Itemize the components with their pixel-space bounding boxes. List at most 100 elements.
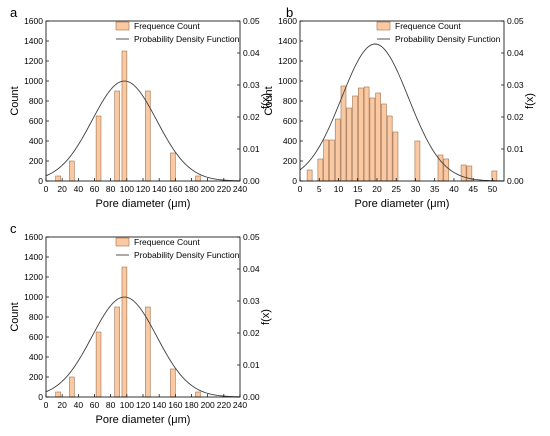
y-tick-label: 200 [283, 156, 297, 166]
bar [352, 95, 358, 182]
y2-tick-label: 0.04 [243, 48, 260, 58]
x-tick-label: 0 [298, 184, 303, 194]
legend-bar-label: Frequence Count [134, 21, 200, 31]
legend-bar-label: Frequence Count [395, 21, 461, 31]
x-tick-label: 120 [136, 184, 150, 194]
legend-bar-swatch [376, 21, 391, 31]
x-tick-label: 160 [168, 400, 182, 410]
bar [195, 175, 201, 182]
x-tick-label: 20 [57, 400, 67, 410]
bar [69, 160, 75, 182]
plot-frame [45, 20, 241, 182]
bar [69, 376, 75, 398]
plot-frame [45, 236, 241, 398]
x-tick-label: 15 [353, 184, 363, 194]
y-tick-label: 1400 [24, 252, 43, 262]
y-tick-label: 0 [38, 392, 43, 402]
pdf-curve [45, 296, 241, 398]
legend-curve-label: Probability Density Function [134, 34, 240, 44]
bar [55, 175, 61, 182]
y-tick-label: 1000 [24, 76, 43, 86]
bar [195, 391, 201, 398]
bar [460, 164, 467, 182]
bar [170, 368, 176, 398]
bar [55, 391, 61, 398]
x-axis-title: Pore diameter (μm) [96, 198, 191, 210]
y-tick-label: 1600 [24, 232, 43, 242]
y2-tick-label: 0.00 [243, 176, 260, 186]
y-tick-label: 400 [29, 352, 43, 362]
bar [95, 115, 102, 182]
y2-tick-label: 0.03 [507, 80, 524, 90]
panel-letter: a [10, 5, 18, 20]
bar [363, 86, 370, 182]
bar [306, 169, 313, 182]
y-tick-label: 600 [29, 332, 43, 342]
y-axis-title: Count [9, 302, 21, 331]
x-tick-label: 35 [430, 184, 440, 194]
bar [358, 87, 364, 182]
y2-tick-label: 0.04 [243, 264, 260, 274]
bar [443, 158, 450, 182]
y-tick-label: 600 [29, 116, 43, 126]
x-tick-label: 140 [152, 184, 166, 194]
x-tick-label: 240 [233, 400, 247, 410]
x-tick-label: 40 [74, 184, 84, 194]
x-tick-label: 140 [152, 400, 166, 410]
y-tick-label: 400 [29, 136, 43, 146]
x-tick-label: 25 [391, 184, 401, 194]
y-tick-label: 1200 [24, 272, 43, 282]
bar [323, 139, 329, 182]
x-tick-label: 100 [120, 400, 134, 410]
x-tick-label: 20 [372, 184, 382, 194]
bar [329, 139, 335, 182]
y2-tick-label: 0.05 [507, 16, 524, 26]
y-tick-label: 1000 [24, 292, 43, 302]
x-axis-title: Pore diameter (μm) [355, 198, 450, 210]
bar [346, 107, 353, 182]
y2-tick-label: 0.00 [243, 392, 260, 402]
legend-bar-label: Frequence Count [134, 237, 200, 247]
y-tick-label: 1200 [24, 56, 43, 66]
x-tick-label: 200 [201, 184, 215, 194]
x-tick-label: 160 [168, 184, 182, 194]
bar [170, 152, 176, 182]
y-tick-label: 1000 [278, 76, 297, 86]
legend-curve-label: Probability Density Function [395, 34, 501, 44]
x-tick-label: 220 [217, 400, 231, 410]
bar [114, 306, 120, 398]
y-tick-label: 200 [29, 156, 43, 166]
y-axis-title: Count [9, 86, 21, 115]
y2-tick-label: 0.03 [243, 80, 260, 90]
y-tick-label: 800 [29, 96, 43, 106]
y-tick-label: 0 [292, 176, 297, 186]
y2-tick-label: 0.01 [243, 144, 260, 154]
panel-b: b 0 5 10 15 20 25 30 35 40 45 50 0 200 400 600 800 1000 12… [263, 5, 536, 210]
legend-bar-swatch [115, 21, 130, 31]
panel-letter: c [10, 221, 17, 236]
pdf-curve [45, 80, 241, 182]
y2-tick-label: 0.02 [507, 112, 524, 122]
y2-tick-label: 0.01 [507, 144, 524, 154]
legend-curve-label: Probability Density Function [134, 250, 240, 260]
x-tick-label: 45 [468, 184, 478, 194]
x-tick-label: 180 [184, 184, 198, 194]
x-tick-label: 240 [233, 184, 247, 194]
bar [340, 85, 347, 182]
y-axis-title: Count [263, 86, 275, 115]
y-tick-label: 1600 [24, 16, 43, 26]
x-tick-label: 40 [449, 184, 459, 194]
bar [121, 266, 128, 398]
y-tick-label: 1600 [278, 16, 297, 26]
y-tick-label: 0 [38, 176, 43, 186]
y2-tick-label: 0.00 [507, 176, 524, 186]
x-tick-label: 30 [411, 184, 421, 194]
x-tick-label: 0 [44, 184, 49, 194]
x-tick-label: 40 [74, 400, 84, 410]
x-tick-label: 120 [136, 400, 150, 410]
x-tick-label: 80 [106, 400, 116, 410]
bar [121, 50, 128, 182]
bar [334, 118, 341, 182]
bar [369, 97, 376, 182]
x-tick-label: 5 [317, 184, 322, 194]
